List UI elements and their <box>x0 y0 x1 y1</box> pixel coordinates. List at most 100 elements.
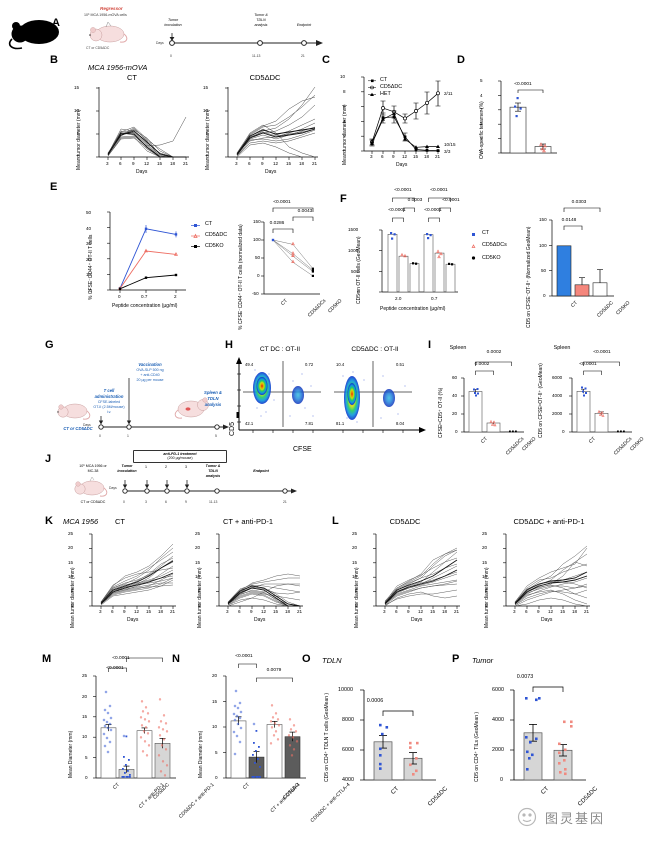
panel-k-left-plot <box>89 533 176 609</box>
panel-g-tcell-line5: i.v. <box>106 410 112 414</box>
panel-a-label: A <box>52 17 60 29</box>
panel-k: K MCA 1956 CT CT + anti-PD-1 Mean tumor … <box>45 516 335 646</box>
panel-a-day-11-13: 11-13 <box>252 54 261 58</box>
panel-l-left-xtick-6: 6 <box>395 609 398 614</box>
panel-i-left-ytick-0: 0 <box>455 429 458 434</box>
panel-g-tcell-line4: OT-II (2.5M/mouse) <box>93 405 125 409</box>
panel-p-title: Tumor <box>472 656 494 665</box>
panel-l-right-title: CD5ΔDC + anti-PD-1 <box>513 517 585 526</box>
panel-c-xtick-15: 15 <box>413 154 419 159</box>
panel-f-right-ytick-150: 150 <box>539 217 547 222</box>
panel-m-pvalue-2: <0.0001 <box>106 666 124 671</box>
panel-i: I Spleen CFSEˡᵒCD5⁺ OT-II (%) <box>428 338 648 457</box>
panel-i-left-pvalue-2: 0.0002 <box>474 362 490 367</box>
panel-c-label: C <box>322 54 330 66</box>
panel-p: P Tumor CD5 on CD4⁺ TILs (GeoMean ) <box>452 652 622 842</box>
panel-k-left-ytick-25: 25 <box>68 531 74 536</box>
panel-i-label: I <box>428 339 432 351</box>
panel-l-label: L <box>332 515 339 527</box>
panel-c-xtick-21: 21 <box>435 154 441 159</box>
panel-g-vaccination-title: Vaccination <box>138 362 162 367</box>
panel-c: C Mean tumor diameter (mm) <box>320 55 460 180</box>
panel-f-legend-ct: CT <box>482 230 490 236</box>
panel-i-right-ytick-0: 0 <box>562 429 565 434</box>
panel-c-legend-het: HET <box>380 91 391 97</box>
panel-j-event2-line2: TDLN <box>208 469 218 473</box>
panel-l-left-ytick-5: 5 <box>355 588 358 593</box>
panel-i-left-ytick-40: 40 <box>452 393 458 398</box>
panel-i-right-ylabel: CD5 on CFSEˡᵒOT-II⁺ (GeoMean) <box>538 363 544 438</box>
panel-j-label: J <box>45 453 52 465</box>
panel-f-left-xlabel: Peptide concentration (µg/ml) <box>380 306 446 312</box>
panel-b-left-ylabel: Mean tumor diameter (mm) <box>76 109 82 170</box>
panel-o-ytick-10000: 10000 <box>338 687 353 693</box>
panel-g-tcell-line2: administration <box>94 394 124 399</box>
panel-l-left-xtick-9: 9 <box>407 609 410 614</box>
panel-m-pvalue-1: <0.0001 <box>112 656 130 661</box>
panel-g-vaccination-line3: + anti-CD40 <box>140 373 160 377</box>
panel-f: F CD5 on OT-II cells (GeoMean) <box>340 182 648 330</box>
panel-j-timeline <box>122 480 297 494</box>
panel-b-left-plot <box>96 87 189 160</box>
panel-d-ytick-0: 0 <box>480 150 483 155</box>
panel-f-left-pvalue-3: <0.0001 <box>388 208 406 213</box>
panel-j: J anti-PD-1 treatment (200 µg/mouse) 10⁶… <box>45 450 315 514</box>
panel-c-xtick-6: 6 <box>381 154 384 159</box>
panel-m-ytick-0: 0 <box>85 775 88 780</box>
panel-f-left-plot <box>379 197 476 293</box>
panel-c-annotation-3-3: 3/3 <box>444 149 451 154</box>
panel-k-left-xtick-12: 12 <box>134 609 140 614</box>
panel-b-right-xtick-21: 21 <box>312 161 318 166</box>
panel-k-left-ytick-0: 0 <box>71 603 74 608</box>
panel-g-analysis-mouse-icon <box>174 397 209 419</box>
panel-a-day-0: 0 <box>170 54 172 58</box>
panel-l-right-ytick-0: 0 <box>485 603 488 608</box>
panel-b-right-xlabel: Days <box>265 169 277 175</box>
panel-j-arrow-3: 3 <box>185 465 187 469</box>
panel-d-ytick-5: 5 <box>480 78 483 83</box>
panel-k-right-ytick-15: 15 <box>195 560 201 565</box>
panel-j-event2-line3: analysis <box>205 474 221 478</box>
panel-p-plot <box>510 686 586 781</box>
panel-n-label: N <box>172 653 180 665</box>
panel-a-days-label: Days <box>156 41 164 45</box>
panel-l-left-plot <box>373 533 460 609</box>
panel-h-left-ll-value: 42.1 <box>245 421 254 426</box>
panel-f-label: F <box>340 193 347 205</box>
panel-d-ytick-1: 1 <box>480 136 483 141</box>
panel-j-day-21: 21 <box>283 500 287 504</box>
panel-c-xlabel: Days <box>396 162 408 168</box>
panel-e-left-ytick-50: 50 <box>86 210 92 215</box>
panel-p-ytick-0: 0 <box>500 777 503 783</box>
panel-e-left-xtick-2: 2 <box>174 294 177 299</box>
panel-l-right-plot <box>503 533 590 609</box>
panel-c-xtick-12: 12 <box>402 154 408 159</box>
panel-a-mouse-caption: CT or CD5ΔDC <box>86 46 110 50</box>
panel-p-ytick-6000: 6000 <box>492 687 504 693</box>
panel-a-event3-line1: Endpoint <box>296 23 312 27</box>
panel-m-ytick-10: 10 <box>82 734 88 739</box>
panel-l-right-ytick-15: 15 <box>482 560 488 565</box>
panel-b-left-xtick-6: 6 <box>119 161 122 166</box>
panel-g-days-label: Days <box>83 423 91 427</box>
panel-b-right-xtick-15: 15 <box>286 161 292 166</box>
panel-b-right-xtick-9: 9 <box>261 161 264 166</box>
panel-n-ytick-15: 15 <box>212 699 218 704</box>
panel-i-right-ytick-2000: 2000 <box>552 411 563 416</box>
panel-c-ytick-6: 6 <box>343 104 346 109</box>
panel-g-analysis-line2: TDLN <box>207 396 219 401</box>
panel-h-left-ur-value: 0.72 <box>305 362 314 367</box>
panel-d-ytick-3: 3 <box>480 107 483 112</box>
panel-f-right-pvalue-2: 0.0148 <box>561 218 577 223</box>
panel-c-ytick-0: 0 <box>343 149 346 154</box>
panel-e-right-pvalue-2: 0.0043 <box>297 209 313 214</box>
panel-b: B MCA 1956-mOVA CT CD5ΔDC Mean tumor dia… <box>50 55 330 180</box>
panel-o-ytick-4000: 4000 <box>342 777 354 783</box>
panel-b-right-ytick-10: 10 <box>203 108 209 113</box>
panel-e-left-xtick-0: 0 <box>118 294 121 299</box>
panel-l-left-xtick-21: 21 <box>454 609 460 614</box>
panel-a-timeline <box>169 33 323 46</box>
panel-a-event2-line1: Tumor & <box>254 13 268 17</box>
panel-j-day-6: 6 <box>165 500 167 504</box>
panel-h-label: H <box>225 339 233 351</box>
